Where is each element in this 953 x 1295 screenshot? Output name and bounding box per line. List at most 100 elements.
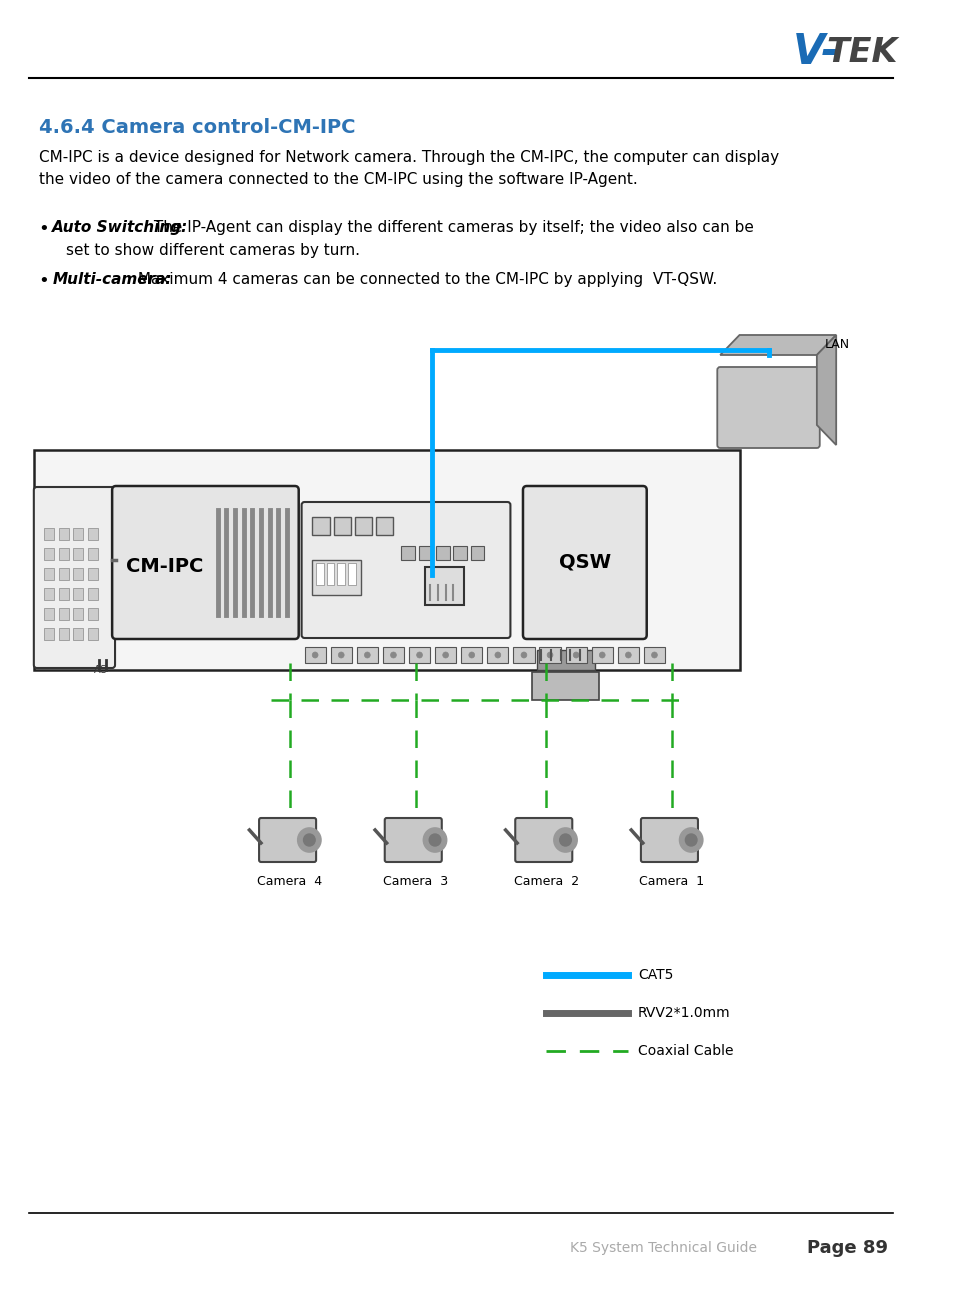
FancyBboxPatch shape xyxy=(73,588,83,600)
Circle shape xyxy=(416,651,422,658)
FancyBboxPatch shape xyxy=(73,548,83,559)
FancyBboxPatch shape xyxy=(618,648,639,663)
FancyBboxPatch shape xyxy=(88,628,97,640)
Text: K5 System Technical Guide: K5 System Technical Guide xyxy=(570,1241,757,1255)
Polygon shape xyxy=(720,335,836,355)
FancyBboxPatch shape xyxy=(88,588,97,600)
FancyBboxPatch shape xyxy=(45,569,54,580)
FancyBboxPatch shape xyxy=(435,648,456,663)
FancyBboxPatch shape xyxy=(536,650,594,670)
Circle shape xyxy=(429,834,440,846)
FancyBboxPatch shape xyxy=(591,648,612,663)
Text: LAN: LAN xyxy=(823,338,849,351)
FancyBboxPatch shape xyxy=(45,607,54,620)
FancyBboxPatch shape xyxy=(112,486,298,638)
Circle shape xyxy=(651,651,657,658)
FancyBboxPatch shape xyxy=(59,528,69,540)
FancyBboxPatch shape xyxy=(45,628,54,640)
Circle shape xyxy=(554,828,577,852)
Text: V-: V- xyxy=(792,31,839,73)
Text: Page 89: Page 89 xyxy=(806,1239,887,1257)
Circle shape xyxy=(423,828,446,852)
Circle shape xyxy=(442,651,448,658)
Text: Multi-camera:: Multi-camera: xyxy=(52,272,172,287)
FancyBboxPatch shape xyxy=(409,648,430,663)
FancyBboxPatch shape xyxy=(522,486,646,638)
Circle shape xyxy=(679,828,702,852)
FancyBboxPatch shape xyxy=(418,546,432,559)
Circle shape xyxy=(598,651,604,658)
FancyBboxPatch shape xyxy=(487,648,508,663)
Circle shape xyxy=(303,834,314,846)
Text: CAT5: CAT5 xyxy=(638,967,673,982)
Circle shape xyxy=(338,651,344,658)
FancyBboxPatch shape xyxy=(45,588,54,600)
FancyBboxPatch shape xyxy=(337,563,345,585)
FancyBboxPatch shape xyxy=(59,628,69,640)
FancyBboxPatch shape xyxy=(375,517,393,535)
Circle shape xyxy=(390,651,395,658)
Circle shape xyxy=(468,651,475,658)
FancyBboxPatch shape xyxy=(513,648,534,663)
FancyBboxPatch shape xyxy=(88,528,97,540)
FancyBboxPatch shape xyxy=(531,672,598,701)
FancyBboxPatch shape xyxy=(331,648,352,663)
Text: •: • xyxy=(39,220,50,238)
Text: TEK: TEK xyxy=(825,35,897,69)
Text: 4.6.4 Camera control-CM-IPC: 4.6.4 Camera control-CM-IPC xyxy=(39,118,355,137)
FancyBboxPatch shape xyxy=(59,569,69,580)
Text: set to show different cameras by turn.: set to show different cameras by turn. xyxy=(66,243,359,258)
Circle shape xyxy=(364,651,370,658)
FancyBboxPatch shape xyxy=(312,559,360,594)
Circle shape xyxy=(625,651,631,658)
FancyBboxPatch shape xyxy=(59,548,69,559)
FancyBboxPatch shape xyxy=(73,628,83,640)
Polygon shape xyxy=(816,335,836,445)
FancyBboxPatch shape xyxy=(45,528,54,540)
FancyBboxPatch shape xyxy=(59,607,69,620)
Circle shape xyxy=(520,651,526,658)
FancyBboxPatch shape xyxy=(73,569,83,580)
Text: The IP-Agent can display the different cameras by itself; the video also can be: The IP-Agent can display the different c… xyxy=(150,220,754,234)
Circle shape xyxy=(547,651,553,658)
FancyBboxPatch shape xyxy=(348,563,355,585)
FancyBboxPatch shape xyxy=(643,648,664,663)
FancyBboxPatch shape xyxy=(59,588,69,600)
Circle shape xyxy=(684,834,697,846)
FancyBboxPatch shape xyxy=(515,818,572,862)
FancyBboxPatch shape xyxy=(334,517,351,535)
FancyBboxPatch shape xyxy=(384,818,441,862)
FancyBboxPatch shape xyxy=(259,818,315,862)
Text: •: • xyxy=(39,272,50,290)
Circle shape xyxy=(297,828,320,852)
FancyBboxPatch shape xyxy=(356,648,377,663)
FancyBboxPatch shape xyxy=(401,546,415,559)
FancyBboxPatch shape xyxy=(460,648,482,663)
FancyBboxPatch shape xyxy=(301,502,510,638)
FancyBboxPatch shape xyxy=(73,607,83,620)
FancyBboxPatch shape xyxy=(470,546,484,559)
Text: Camera  2: Camera 2 xyxy=(513,875,578,888)
FancyBboxPatch shape xyxy=(538,648,560,663)
FancyBboxPatch shape xyxy=(436,546,449,559)
FancyBboxPatch shape xyxy=(88,569,97,580)
FancyBboxPatch shape xyxy=(326,563,335,585)
Text: QSW: QSW xyxy=(558,553,610,571)
FancyBboxPatch shape xyxy=(45,548,54,559)
Text: Auto Switching:: Auto Switching: xyxy=(52,220,189,234)
FancyBboxPatch shape xyxy=(88,607,97,620)
Text: Coaxial Cable: Coaxial Cable xyxy=(638,1044,733,1058)
Text: Camera  1: Camera 1 xyxy=(639,875,703,888)
Text: Camera  4: Camera 4 xyxy=(257,875,322,888)
FancyBboxPatch shape xyxy=(640,818,698,862)
Text: CM-IPC: CM-IPC xyxy=(126,558,203,576)
FancyBboxPatch shape xyxy=(304,648,325,663)
FancyBboxPatch shape xyxy=(315,563,323,585)
FancyBboxPatch shape xyxy=(382,648,404,663)
FancyBboxPatch shape xyxy=(73,528,83,540)
Text: AC: AC xyxy=(94,666,107,675)
FancyBboxPatch shape xyxy=(453,546,466,559)
Text: CM-IPC is a device designed for Network camera. Through the CM-IPC, the computer: CM-IPC is a device designed for Network … xyxy=(39,150,778,186)
Text: Camera  3: Camera 3 xyxy=(383,875,448,888)
FancyBboxPatch shape xyxy=(425,567,463,605)
